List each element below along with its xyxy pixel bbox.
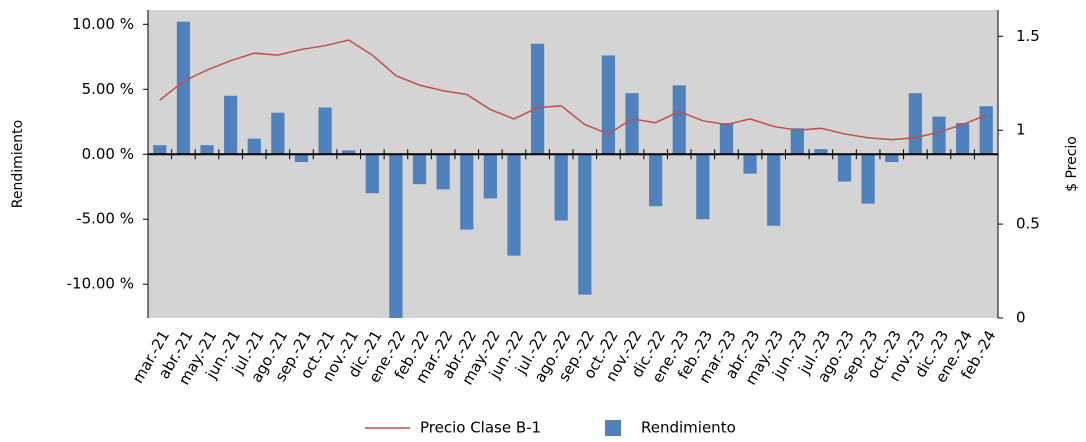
bar [601,55,616,155]
y-axis-title: Rendimiento [10,120,26,208]
legend-label: Rendimiento [641,419,736,437]
bar [790,128,804,155]
bar [719,123,734,155]
bar [200,145,214,155]
bar [342,150,356,155]
bar [696,154,710,220]
y2-tick-label: 1 [1016,121,1026,139]
y2-axis-title: $ Precio [1064,136,1080,192]
bar [837,154,852,182]
bar [979,106,993,155]
bar [885,154,899,163]
bar [389,154,403,318]
bar [247,138,261,155]
bar [861,154,875,204]
bar [460,154,474,230]
bar [908,93,922,155]
y2-tick-label: 1.5 [1016,27,1040,45]
y2-tick-label: 0 [1016,309,1026,327]
bar [649,154,663,207]
bar [743,154,757,174]
bar [554,154,568,221]
bar [294,154,309,163]
bar [224,95,238,155]
plot-area [148,10,998,318]
legend-swatch [605,420,621,436]
bar [271,112,285,155]
bar [625,93,639,155]
bar [672,85,686,155]
y-tick-label: -10.00 % [67,275,134,293]
bar [176,21,191,155]
price-line [159,39,987,141]
bar [955,123,970,155]
bar [318,107,332,155]
bar [507,154,521,256]
bar [932,116,946,155]
bar [412,154,427,185]
bar [767,154,781,226]
legend-label: Precio Clase B-1 [420,419,541,437]
y-tick-label: 0.00 % [82,145,134,163]
bar [436,154,450,190]
bar [814,149,828,155]
y-tick-label: -5.00 % [76,210,134,228]
bar [365,154,379,194]
y-tick-label: 5.00 % [82,80,134,98]
y-tick-label: 10.00 % [72,15,134,33]
bar [530,43,545,155]
bar [578,154,592,295]
bar [483,154,497,199]
bar [153,145,167,155]
y2-tick-label: 0.5 [1016,215,1040,233]
